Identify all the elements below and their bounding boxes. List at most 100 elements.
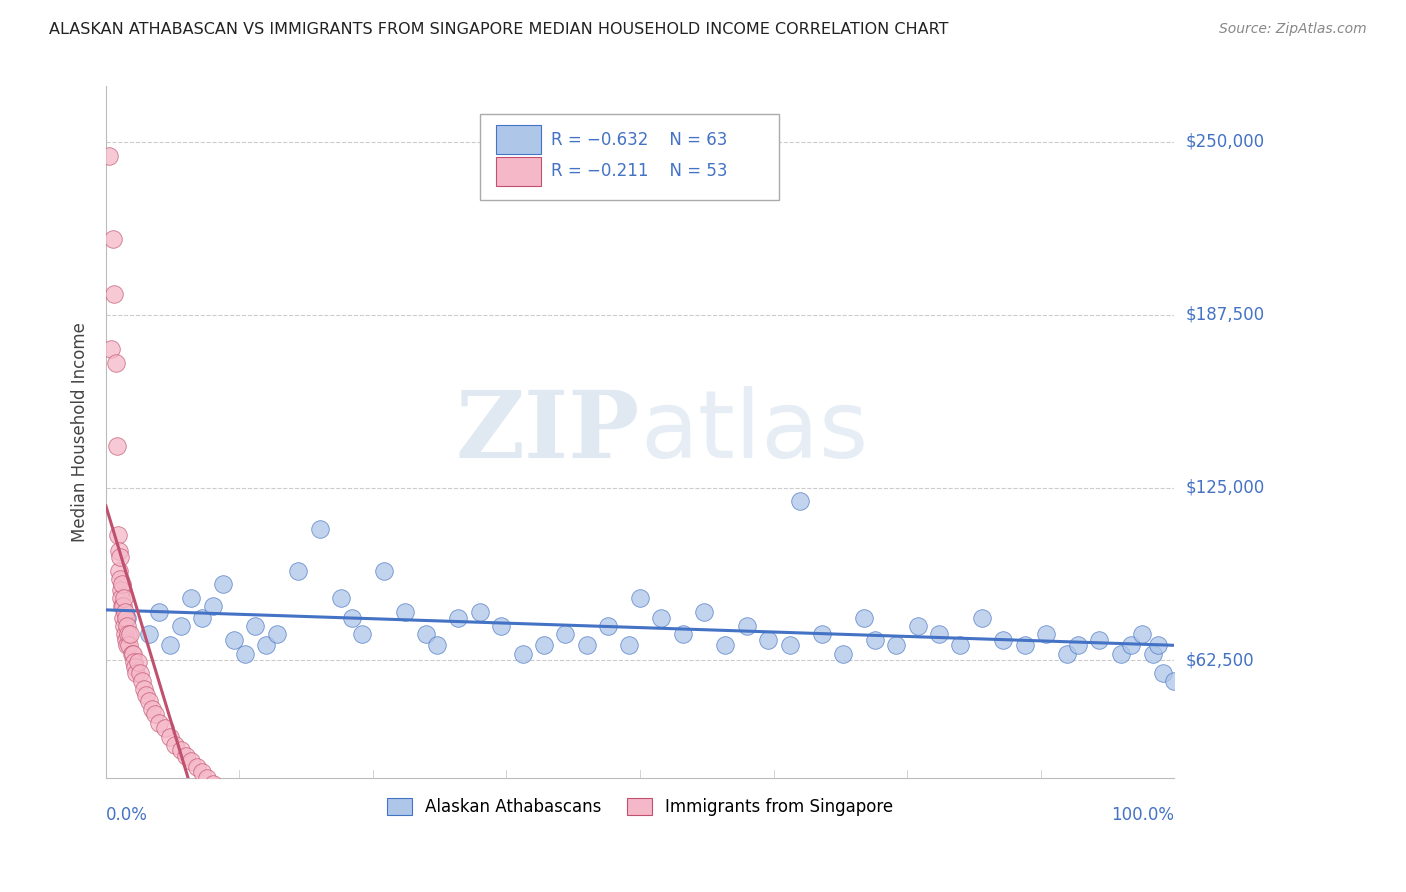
Point	[832, 647, 855, 661]
Point	[756, 632, 779, 647]
Point	[907, 619, 929, 633]
Point	[254, 638, 277, 652]
Point	[779, 638, 801, 652]
Point	[138, 693, 160, 707]
Point	[111, 599, 134, 614]
Point	[212, 785, 235, 799]
Point	[619, 638, 641, 652]
Point	[148, 715, 170, 730]
Point	[308, 522, 330, 536]
Point	[121, 647, 143, 661]
Point	[114, 627, 136, 641]
Point	[103, 231, 125, 245]
FancyBboxPatch shape	[496, 125, 541, 154]
Point	[1142, 647, 1164, 661]
Point	[1163, 674, 1185, 689]
Point	[233, 647, 256, 661]
Point	[159, 730, 181, 744]
Text: $125,000: $125,000	[1185, 478, 1264, 497]
Point	[112, 619, 135, 633]
Text: $187,500: $187,500	[1185, 306, 1264, 324]
Point	[489, 619, 512, 633]
Point	[201, 776, 224, 790]
Point	[111, 577, 134, 591]
Point	[970, 610, 993, 624]
Point	[415, 627, 437, 641]
Point	[103, 286, 125, 301]
Point	[468, 605, 491, 619]
Point	[105, 439, 128, 453]
Text: Source: ZipAtlas.com: Source: ZipAtlas.com	[1219, 22, 1367, 37]
Point	[159, 638, 181, 652]
Text: $250,000: $250,000	[1185, 133, 1264, 151]
Point	[222, 632, 245, 647]
Point	[195, 771, 218, 785]
Text: R = −0.632    N = 63: R = −0.632 N = 63	[551, 130, 728, 149]
Text: $62,500: $62,500	[1185, 651, 1254, 669]
Point	[170, 619, 193, 633]
Point	[135, 688, 157, 702]
Text: 0.0%: 0.0%	[105, 805, 148, 823]
Point	[115, 610, 138, 624]
Point	[533, 638, 555, 652]
Point	[554, 627, 576, 641]
Point	[394, 605, 416, 619]
Point	[1035, 627, 1057, 641]
Point	[129, 665, 152, 680]
FancyBboxPatch shape	[479, 114, 779, 201]
Point	[340, 610, 363, 624]
Point	[98, 148, 121, 162]
Point	[100, 342, 122, 356]
Point	[118, 638, 141, 652]
FancyBboxPatch shape	[496, 157, 541, 186]
Text: ZIP: ZIP	[456, 387, 640, 477]
Point	[714, 638, 737, 652]
Point	[1056, 647, 1078, 661]
Point	[1147, 638, 1170, 652]
Point	[117, 610, 139, 624]
Point	[141, 702, 163, 716]
Legend: Alaskan Athabascans, Immigrants from Singapore: Alaskan Athabascans, Immigrants from Sin…	[380, 791, 900, 823]
Point	[1121, 638, 1143, 652]
Point	[201, 599, 224, 614]
Point	[148, 605, 170, 619]
Point	[180, 591, 202, 606]
Point	[120, 627, 142, 641]
Point	[165, 738, 187, 752]
Text: R = −0.211    N = 53: R = −0.211 N = 53	[551, 162, 728, 180]
Point	[628, 591, 651, 606]
Point	[810, 627, 832, 641]
Text: ALASKAN ATHABASCAN VS IMMIGRANTS FROM SINGAPORE MEDIAN HOUSEHOLD INCOME CORRELAT: ALASKAN ATHABASCAN VS IMMIGRANTS FROM SI…	[49, 22, 949, 37]
Point	[596, 619, 619, 633]
Point	[117, 619, 139, 633]
Point	[104, 356, 127, 370]
Point	[127, 655, 149, 669]
Point	[114, 605, 136, 619]
Point	[170, 743, 193, 757]
Point	[111, 610, 134, 624]
Point	[1109, 647, 1132, 661]
Point	[110, 582, 132, 597]
Point	[447, 610, 470, 624]
Point	[993, 632, 1015, 647]
Point	[886, 638, 908, 652]
Point	[1067, 638, 1090, 652]
Point	[863, 632, 886, 647]
Point	[107, 564, 129, 578]
Point	[117, 627, 139, 641]
Point	[650, 610, 672, 624]
Point	[1088, 632, 1111, 647]
Point	[949, 638, 972, 652]
Point	[143, 707, 166, 722]
Point	[512, 647, 534, 661]
Point	[180, 755, 202, 769]
Point	[122, 655, 145, 669]
Point	[928, 627, 950, 641]
Point	[138, 627, 160, 641]
Point	[115, 632, 138, 647]
Point	[672, 627, 695, 641]
Point	[125, 665, 148, 680]
Point	[121, 647, 143, 661]
Point	[108, 549, 131, 564]
Point	[112, 591, 135, 606]
